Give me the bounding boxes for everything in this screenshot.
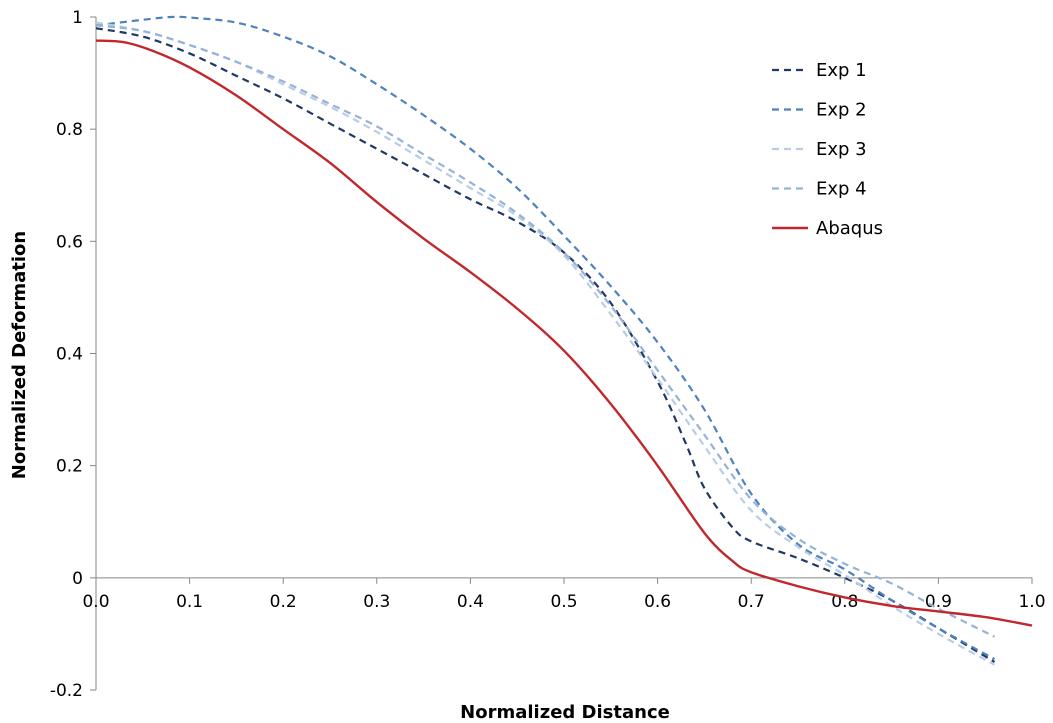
y-tick-label: -0.2 xyxy=(50,681,83,701)
x-tick-label: 0.0 xyxy=(82,592,109,612)
series-layer xyxy=(95,15,1033,666)
legend: Exp 1 Exp 2 Exp 3 Exp 4 Abaqus xyxy=(772,60,883,239)
y-tick-label: 0.6 xyxy=(56,232,83,252)
legend-item-exp-2: Exp 2 xyxy=(772,100,867,121)
legend-item-exp-1: Exp 1 xyxy=(772,60,867,81)
legend-item-abaqus: Abaqus xyxy=(772,218,883,239)
legend-label: Exp 2 xyxy=(816,100,867,121)
x-axis-title: Normalized Distance xyxy=(460,702,670,723)
series-line-exp-4 xyxy=(95,24,996,638)
x-tick-label: 0.9 xyxy=(925,592,952,612)
x-tick-label: 0.3 xyxy=(363,592,390,612)
x-tick-label: 1.0 xyxy=(1018,592,1045,612)
legend-label: Abaqus xyxy=(816,218,883,239)
x-tick-label: 0.2 xyxy=(270,592,297,612)
y-tick-label: 0.4 xyxy=(56,345,83,365)
x-tick-label: 0.5 xyxy=(550,592,577,612)
y-tick-label: 0 xyxy=(72,569,83,589)
legend-label: Exp 3 xyxy=(816,139,867,160)
series-line-exp-2 xyxy=(95,15,996,661)
axes: -0.2 0 0.2 0.4 0.6 0.8 1 0.0 0.1 0.2 0.3 0.4 0.5 0.6 0… xyxy=(50,8,1046,701)
x-tick-label: 0.1 xyxy=(176,592,203,612)
y-tick-label: 0.8 xyxy=(56,120,83,140)
x-tick-label: 0.7 xyxy=(738,592,765,612)
y-tick-label: 0.2 xyxy=(56,457,83,477)
x-tick-label: 0.6 xyxy=(644,592,671,612)
series-line-abaqus xyxy=(95,39,1033,627)
y-tick-label: 1 xyxy=(72,8,83,28)
legend-label: Exp 1 xyxy=(816,60,867,81)
legend-label: Exp 4 xyxy=(816,179,867,200)
x-tick-label: 0.4 xyxy=(457,592,484,612)
legend-item-exp-4: Exp 4 xyxy=(772,179,867,200)
series-line-exp-1 xyxy=(95,27,996,663)
y-axis-title: Normalized Deformation xyxy=(9,231,30,479)
legend-item-exp-3: Exp 3 xyxy=(772,139,867,160)
